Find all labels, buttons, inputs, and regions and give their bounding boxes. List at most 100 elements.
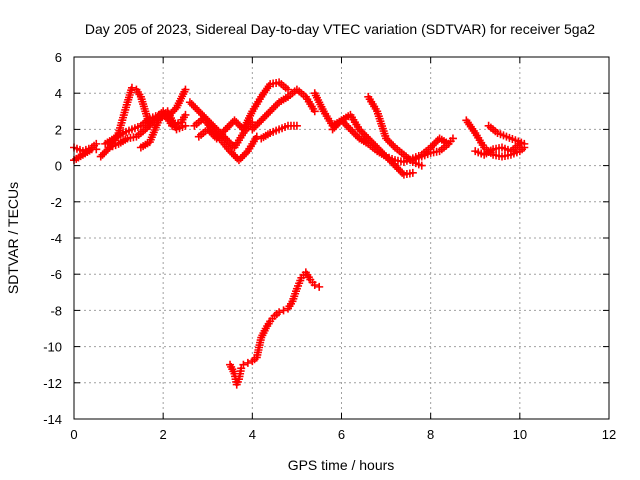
data-point: [432, 138, 441, 147]
data-point: [239, 360, 248, 369]
data-point: [383, 136, 392, 145]
data-point: [330, 123, 339, 132]
data-point: [269, 103, 278, 112]
data-point: [332, 121, 341, 130]
data-point: [248, 125, 257, 134]
y-tick-label: 6: [55, 50, 62, 65]
data-point: [100, 148, 109, 157]
data-point: [250, 123, 259, 132]
data-point: [273, 100, 282, 109]
data-point: [242, 148, 251, 157]
data-point: [92, 145, 101, 154]
y-tick-label: -12: [43, 376, 62, 391]
plot-frame: [73, 56, 610, 420]
x-tick-label: 0: [70, 427, 77, 442]
data-point: [348, 127, 357, 136]
data-point: [351, 130, 360, 139]
y-tick-label: -10: [43, 340, 62, 355]
data-point: [310, 281, 319, 290]
data-point: [194, 107, 203, 116]
data-point: [257, 116, 266, 125]
data-point: [226, 147, 235, 156]
data-point: [181, 121, 190, 130]
data-point: [207, 129, 216, 138]
y-tick-label: -6: [50, 267, 62, 282]
data-point: [212, 134, 221, 143]
data-point: [221, 125, 230, 134]
data-point: [235, 121, 244, 130]
data-point: [143, 123, 152, 132]
y-tick-label: 4: [55, 86, 62, 101]
x-tick-label: 2: [160, 427, 167, 442]
data-point: [231, 152, 240, 161]
data-point: [262, 110, 271, 119]
data-point: [339, 118, 348, 127]
data-point: [259, 114, 268, 123]
data-point: [205, 127, 214, 136]
chart-title: Day 205 of 2023, Sidereal Day-to-day VTE…: [85, 21, 595, 37]
data-point: [279, 306, 288, 315]
data-point: [387, 139, 396, 148]
data-point: [243, 358, 252, 367]
data-point: [448, 134, 457, 143]
data-point: [251, 121, 260, 130]
y-axis-label: SDTVAR / TECUs: [5, 182, 21, 294]
x-tick-label: 6: [338, 427, 345, 442]
data-point: [430, 139, 439, 148]
data-point: [396, 167, 405, 176]
data-point: [355, 125, 364, 134]
data-point: [275, 308, 284, 317]
data-point: [389, 141, 398, 150]
data-point: [315, 282, 324, 291]
data-point: [185, 98, 194, 107]
data-point: [328, 125, 337, 134]
data-point: [267, 105, 276, 114]
data-point: [252, 132, 261, 141]
data-point: [234, 119, 243, 128]
data-point: [238, 152, 247, 161]
data-point: [181, 85, 190, 94]
y-tick-label: -8: [50, 303, 62, 318]
data-point: [191, 103, 200, 112]
data-point: [226, 119, 235, 128]
data-point: [253, 119, 262, 128]
data-point: [234, 156, 243, 165]
data-point: [156, 114, 165, 123]
y-tick-label: -4: [50, 231, 62, 246]
data-point: [271, 101, 280, 110]
data-points: [70, 78, 529, 389]
data-point: [214, 132, 223, 141]
data-point: [240, 150, 249, 159]
data-point: [284, 85, 292, 94]
data-point: [337, 116, 346, 125]
data-point: [193, 105, 202, 114]
y-tick-label: 2: [55, 122, 62, 137]
x-tick-label: 12: [602, 427, 616, 442]
grid: [74, 57, 609, 419]
data-point: [141, 125, 150, 134]
data-point: [232, 118, 241, 127]
data-point: [385, 138, 394, 147]
data-point: [218, 129, 227, 138]
data-point: [408, 168, 417, 177]
data-point: [341, 119, 350, 128]
data-point: [358, 129, 367, 138]
data-point: [342, 121, 351, 130]
data-point: [219, 127, 228, 136]
data-point: [196, 109, 205, 118]
data-point: [357, 127, 366, 136]
data-point: [236, 154, 245, 163]
data-point: [398, 168, 407, 177]
data-point: [198, 110, 207, 119]
data-point: [98, 150, 107, 159]
data-point: [230, 116, 239, 125]
data-point: [187, 100, 196, 109]
data-point: [346, 125, 355, 134]
data-point: [144, 121, 153, 130]
x-tick-label: 10: [513, 427, 527, 442]
data-point: [360, 130, 369, 139]
data-point: [520, 139, 529, 148]
data-point: [310, 107, 319, 116]
data-point: [382, 134, 391, 143]
